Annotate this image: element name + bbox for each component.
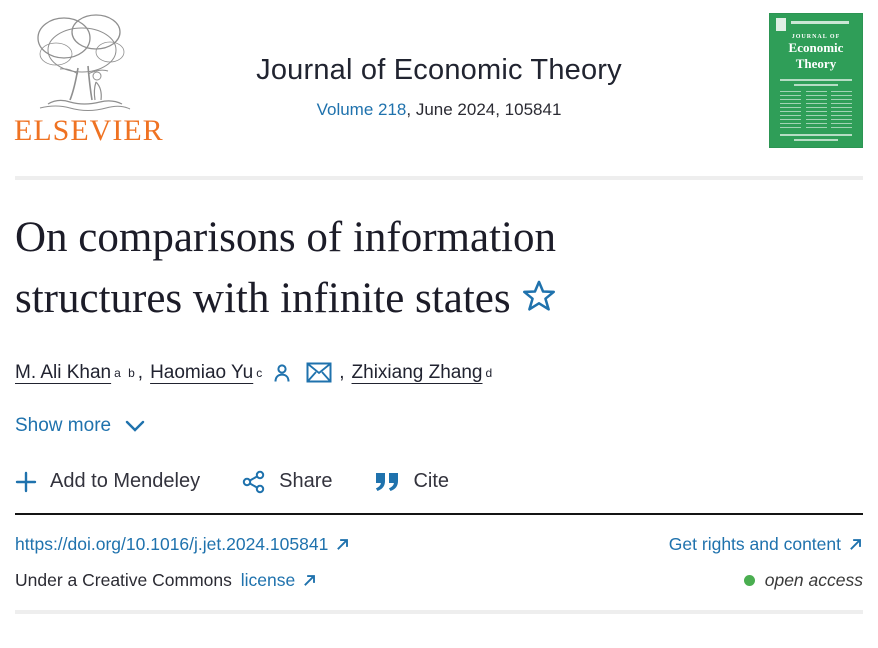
author-affiliation-sup: a b (114, 365, 137, 380)
doi-link[interactable]: https://doi.org/10.1016/j.jet.2024.10584… (15, 534, 350, 555)
bottom-divider (15, 609, 863, 614)
author-link[interactable]: Haomiao Yu (150, 361, 254, 383)
open-access-label: open access (764, 569, 863, 590)
cover-journal-of: JOURNAL OF (791, 34, 841, 40)
journal-title: Journal of Economic Theory (256, 54, 622, 86)
cover-editorial-lines (780, 78, 852, 141)
license-link[interactable]: license (241, 570, 317, 591)
cover-theory: Theory (795, 56, 837, 72)
header-divider (15, 176, 863, 180)
chevron-down-icon (125, 420, 145, 432)
plus-icon (15, 471, 37, 493)
license-line: Under a Creative Commons license (15, 570, 317, 591)
volume-issue-line: Volume 218, June 2024, 105841 (256, 100, 622, 120)
journal-masthead: Journal of Economic Theory Volume 218, J… (256, 54, 622, 120)
external-link-arrow-icon (302, 573, 317, 588)
author-affiliation-sup: c (256, 365, 265, 380)
cover-top-text-row (791, 21, 849, 24)
author-link[interactable]: Zhixiang Zhang (351, 361, 483, 383)
elsevier-logo: ELSEVIER (14, 8, 164, 148)
author-link[interactable]: M. Ali Khan (15, 361, 112, 383)
add-to-mendeley-button[interactable]: Add to Mendeley (15, 470, 200, 493)
star-outline-icon[interactable] (521, 278, 557, 314)
cover-economic: Economic (788, 40, 844, 55)
issue-date-text: , June 2024, 105841 (406, 100, 562, 119)
article-title: On comparisons of information structures … (15, 214, 557, 323)
cite-quotes-icon (374, 472, 400, 492)
share-button[interactable]: Share (242, 470, 332, 494)
open-access-badge: open access (743, 569, 863, 591)
journal-cover-thumbnail[interactable]: JOURNAL OF Economic Theory (769, 13, 863, 148)
open-access-dot (743, 574, 755, 586)
elsevier-tree-logo (37, 14, 131, 111)
volume-link[interactable]: Volume 218 (316, 100, 407, 119)
author-list: M. Ali Khan a b, Haomiao Yu c , Zhixiang Z… (15, 361, 495, 385)
cite-button[interactable]: Cite (374, 470, 449, 493)
external-link-arrow-icon (335, 537, 350, 552)
metadata-divider (15, 512, 863, 515)
person-icon[interactable] (270, 361, 294, 385)
share-nodes-icon (242, 470, 266, 494)
show-more-label: Show more (15, 414, 112, 436)
show-more-button[interactable]: Show more (15, 415, 145, 437)
action-toolbar: Add to Mendeley Share Cite (15, 470, 863, 494)
author-affiliation-sup: d (485, 365, 495, 380)
external-link-arrow-icon (848, 537, 863, 552)
elsevier-wordmark: ELSEVIER (14, 114, 164, 147)
cover-barcode-chip (776, 18, 786, 31)
get-rights-link[interactable]: Get rights and content (669, 534, 863, 555)
email-icon[interactable] (306, 362, 332, 383)
journal-header: ELSEVIER Journal of Economic Theory Volu… (0, 0, 878, 176)
